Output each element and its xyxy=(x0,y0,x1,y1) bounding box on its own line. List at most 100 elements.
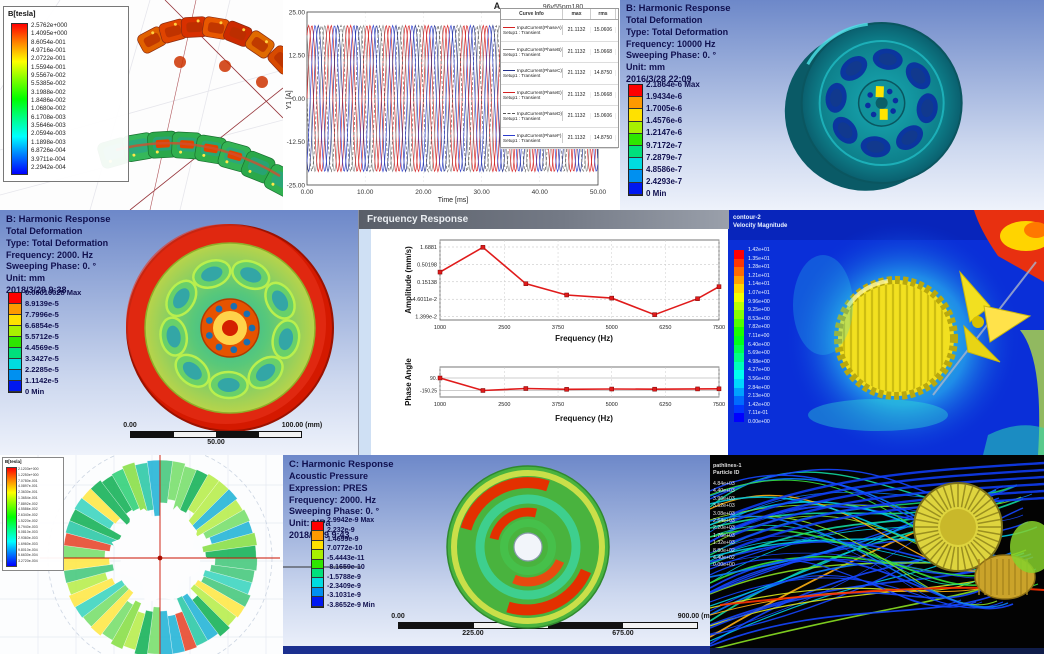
b-field-legend-value: 3.1988e-002 xyxy=(31,88,66,96)
b-field-legend-values: 2.5762e+000 1.4095e+000 8.6054e-001 4.9716e… xyxy=(31,22,67,172)
b-field-legend-value: 8.6054e-001 xyxy=(31,38,66,46)
velocity-scale-chip xyxy=(734,250,744,259)
svg-text:1.6881: 1.6881 xyxy=(420,245,437,251)
legend-value-cell: 21.1132 xyxy=(563,27,591,34)
legend-value-cell: 21.1132 xyxy=(563,113,591,120)
annotation-line: Acoustic Pressure xyxy=(289,471,369,482)
annotation-line: Sweeping Phase: 0. ° xyxy=(626,50,717,61)
color-scale-chip xyxy=(9,359,21,370)
b-field-colorbar xyxy=(6,467,17,567)
b-field-legend-value: 1.0680e-002 xyxy=(31,105,66,113)
bottom-edge-bar xyxy=(710,648,1044,654)
b-field-legend-value: 6.8726e-004 xyxy=(31,147,66,155)
scale-ruler: 0.00 450.00 900.00 (mm) 225.00 675.00 xyxy=(391,613,710,643)
b-field-legend-value: 8.7940e-003 xyxy=(18,524,38,529)
velocity-scale-label: 9.96e+00 xyxy=(748,298,770,305)
velocity-scale-chip xyxy=(734,258,744,268)
velocity-contour-plot xyxy=(728,210,1044,455)
legend-line-sample xyxy=(503,27,515,29)
ruler-label: 675.00 xyxy=(612,630,634,637)
legend-series-setup: Setup1 : Transient xyxy=(503,116,541,122)
velocity-scale-chip xyxy=(734,387,744,397)
color-scale-chip xyxy=(312,540,323,551)
svg-text:3750: 3750 xyxy=(552,325,564,331)
color-scale-label: 7.0772e-10 xyxy=(327,545,363,553)
b-field-legend-value: 7.8892e-002 xyxy=(18,501,38,506)
color-scale-chip xyxy=(312,522,323,532)
svg-text:-25.00: -25.00 xyxy=(287,182,306,189)
legend-table-row: InputCurrent(PhaseD) Setup1 : Transient 21… xyxy=(501,106,618,128)
panel-harmonic-response-2000hz: B: Harmonic Response Total Deformation Typ… xyxy=(0,210,358,455)
color-scale-chip xyxy=(312,559,323,569)
legend-value-cell: 21.1132 xyxy=(563,48,591,55)
legend-value-cell: 14.8750 xyxy=(591,134,616,141)
annotation-line: Unit: mm xyxy=(6,273,45,284)
legend-table-row: InputCurrent(PhaseC) Setup1 : Transient 21… xyxy=(501,63,618,85)
color-scale-label: 3.3427e-5 xyxy=(25,353,59,363)
velocity-scale-label: 7.11e+00 xyxy=(748,333,770,339)
b-field-legend-value: 2.0722e-001 xyxy=(31,55,66,63)
legend-value-cell: 15.0668 xyxy=(591,91,616,98)
velocity-scale-label: 7.11e-01 xyxy=(748,410,769,417)
color-scale-chip xyxy=(312,578,323,588)
velocity-scale-label: 1.07e+01 xyxy=(748,290,770,296)
b-field-legend-title: B[tesla] xyxy=(5,459,22,464)
legend-table-row: InputCurrent(PhaseE) Setup1 : Transient 21… xyxy=(501,85,618,106)
legend-series-name: InputCurrent(PhaseB) xyxy=(517,46,562,52)
annotation-line: Sweeping Phase: 0. ° xyxy=(6,261,97,272)
ruler-segment xyxy=(131,432,174,437)
velocity-scale-chip xyxy=(734,293,744,302)
legend-series-name: InputCurrent(PhaseE) xyxy=(517,89,562,95)
b-field-legend-value: 9.8010e-004 xyxy=(18,547,38,552)
legend-value-cell: 15.0668 xyxy=(591,48,616,55)
velocity-scale-label: 6.40e+00 xyxy=(748,341,770,348)
svg-text:Y1 [A]: Y1 [A] xyxy=(286,90,293,109)
contour-header-line: Velocity Magnitude xyxy=(733,222,788,229)
b-field-legend-value: 2.0594e-003 xyxy=(31,130,66,138)
color-scale-chip xyxy=(9,326,21,337)
svg-text:7500: 7500 xyxy=(713,402,725,408)
panel-frequency-response-window: Frequency Response 1.6881 0.50198 0.15138 4… xyxy=(358,210,729,455)
svg-text:1000: 1000 xyxy=(434,325,446,331)
ruler-segment xyxy=(548,623,623,628)
svg-text:A: A xyxy=(494,1,501,11)
pathlines-header-line: Particle ID xyxy=(713,469,740,476)
velocity-scale-label: 9.25e+00 xyxy=(748,307,770,314)
b-field-legend-value: 2.3630e-001 xyxy=(18,490,38,494)
ruler-label: 225.00 xyxy=(462,630,484,637)
legend-series-setup: Setup1 : Transient xyxy=(503,73,541,79)
velocity-scale-chip xyxy=(734,301,744,311)
velocity-scale-chip xyxy=(734,327,744,336)
pathlines-legend-value: 3.52e+03 xyxy=(713,503,735,510)
svg-text:Time [ms]: Time [ms] xyxy=(438,197,469,204)
annotation-line: Frequency: 2000. Hz xyxy=(6,249,94,260)
svg-text:12.50: 12.50 xyxy=(289,53,306,60)
b-field-legend-value: 1.5594e-001 xyxy=(31,63,66,71)
color-scale-chip xyxy=(312,569,323,579)
velocity-scale-label: 1.28e+01 xyxy=(748,264,770,271)
color-scale-label: 1.4576e-6 xyxy=(646,116,683,126)
svg-text:-150.25: -150.25 xyxy=(420,389,437,395)
color-scale-chip xyxy=(629,170,642,183)
pathlines-legend-value: 4.84e+03 xyxy=(713,481,735,487)
pathlines-legend-value: 4.40e+03 xyxy=(713,488,735,495)
color-scale-label: 1.7005e-6 xyxy=(646,104,683,113)
color-scale-label: 8.9139e-5 xyxy=(25,298,59,308)
legend-series-setup: Setup1 : Transient xyxy=(503,137,541,143)
deformed-wheel-model xyxy=(784,22,963,191)
velocity-scale-chip xyxy=(734,267,744,276)
svg-text:Phase Angle: Phase Angle xyxy=(404,358,413,406)
legend-line-sample xyxy=(503,70,515,72)
svg-text:1.399e-2: 1.399e-2 xyxy=(415,315,437,321)
velocity-scale-label: 4.98e+00 xyxy=(748,358,770,365)
legend-value-cell: 15.0606 xyxy=(591,113,616,120)
color-scale-label: 2.232e-9 xyxy=(327,526,355,534)
velocity-scale-chip xyxy=(734,361,744,371)
b-field-legend-value: 5.0810e-003 xyxy=(18,530,38,535)
window-title-bar[interactable]: Frequency Response xyxy=(359,210,729,229)
svg-text:25.00: 25.00 xyxy=(289,9,306,16)
svg-text:1000: 1000 xyxy=(434,402,446,408)
svg-text:7500: 7500 xyxy=(713,325,725,331)
curve-info-legend-table: Curve Info max rms InputCurrent(PhaseA) Setu… xyxy=(500,8,619,149)
